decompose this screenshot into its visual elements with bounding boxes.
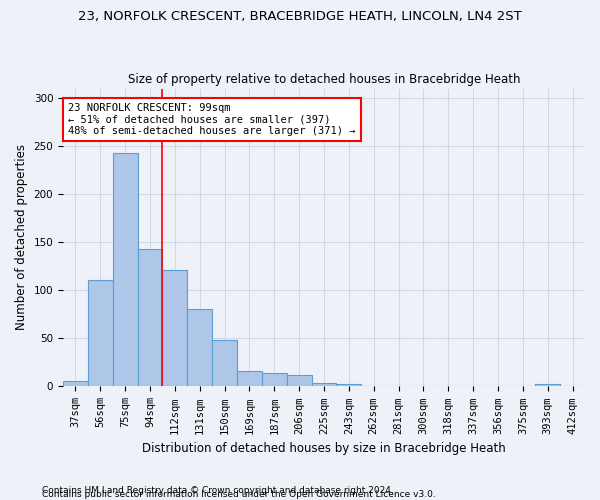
X-axis label: Distribution of detached houses by size in Bracebridge Heath: Distribution of detached houses by size …: [142, 442, 506, 455]
Bar: [163, 270, 187, 386]
Bar: [287, 375, 311, 386]
Bar: [63, 380, 88, 386]
Y-axis label: Number of detached properties: Number of detached properties: [15, 144, 28, 330]
Text: 23 NORFOLK CRESCENT: 99sqm
← 51% of detached houses are smaller (397)
48% of sem: 23 NORFOLK CRESCENT: 99sqm ← 51% of deta…: [68, 103, 355, 136]
Bar: [137, 249, 163, 386]
Bar: [113, 153, 137, 386]
Text: Contains public sector information licensed under the Open Government Licence v3: Contains public sector information licen…: [42, 490, 436, 499]
Bar: [237, 371, 262, 386]
Bar: [311, 382, 337, 386]
Bar: [535, 384, 560, 386]
Title: Size of property relative to detached houses in Bracebridge Heath: Size of property relative to detached ho…: [128, 73, 520, 86]
Bar: [88, 280, 113, 386]
Bar: [337, 384, 361, 386]
Text: 23, NORFOLK CRESCENT, BRACEBRIDGE HEATH, LINCOLN, LN4 2ST: 23, NORFOLK CRESCENT, BRACEBRIDGE HEATH,…: [78, 10, 522, 23]
Bar: [212, 340, 237, 386]
Bar: [262, 373, 287, 386]
Text: Contains HM Land Registry data © Crown copyright and database right 2024.: Contains HM Land Registry data © Crown c…: [42, 486, 394, 495]
Bar: [187, 308, 212, 386]
